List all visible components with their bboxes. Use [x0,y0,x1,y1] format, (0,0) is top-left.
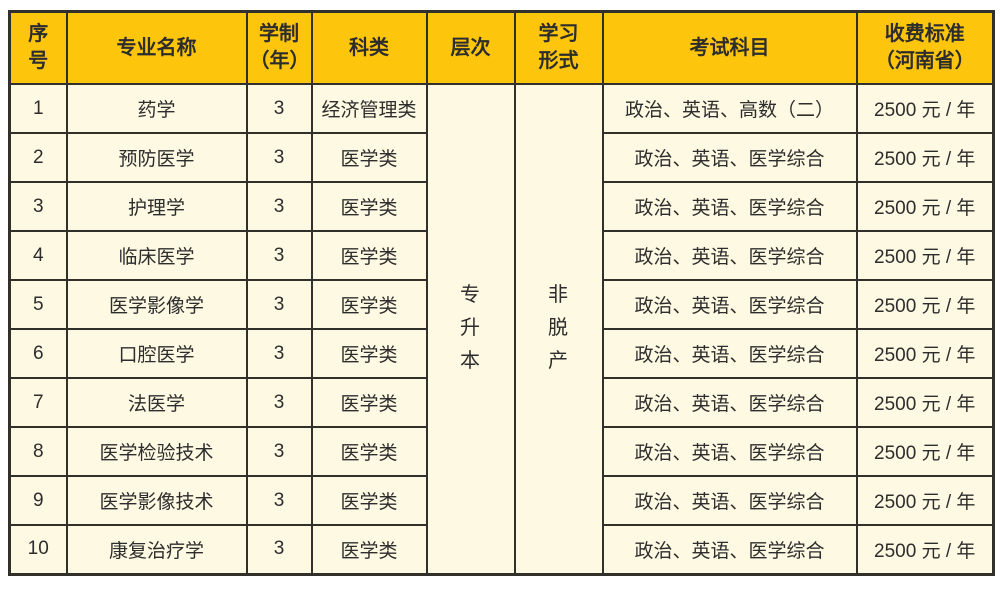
cell-exam-subjects: 政治、英语、医学综合 [601,132,858,183]
cell-category: 经济管理类 [310,83,428,134]
cell-index: 4 [8,230,68,281]
cell-index: 10 [8,524,68,575]
col-header-years: 学制 （年） [245,10,313,85]
cell-index: 6 [8,328,68,379]
col-header-study-form: 学习 形式 [513,10,604,85]
cell-exam-subjects: 政治、英语、高数（二） [601,83,858,134]
cell-major: 医学检验技术 [65,426,248,477]
cell-fee: 2500 元 / 年 [855,426,995,477]
cell-major: 医学影像学 [65,279,248,330]
cell-years: 3 [245,279,313,330]
cell-category: 医学类 [310,132,428,183]
cell-years: 3 [245,181,313,232]
cell-index: 8 [8,426,68,477]
cell-years: 3 [245,475,313,526]
cell-index: 5 [8,279,68,330]
cell-exam-subjects: 政治、英语、医学综合 [601,377,858,428]
cell-major: 医学影像技术 [65,475,248,526]
table-row: 1 药学 3 经济管理类 专 升 本 非 脱 产 政治、英语、高数（二） 250… [8,83,995,575]
cell-major: 口腔医学 [65,328,248,379]
cell-major: 临床医学 [65,230,248,281]
cell-fee: 2500 元 / 年 [855,181,995,232]
col-header-category: 科类 [310,10,428,85]
cell-index: 2 [8,132,68,183]
cell-major: 法医学 [65,377,248,428]
cell-major: 康复治疗学 [65,524,248,575]
program-table: 序 号 专业名称 学制 （年） 科类 层次 学习 形式 考试科目 收费标准 （河… [8,10,995,576]
cell-exam-subjects: 政治、英语、医学综合 [601,181,858,232]
cell-major: 护理学 [65,181,248,232]
col-header-level: 层次 [425,10,516,85]
cell-fee: 2500 元 / 年 [855,279,995,330]
cell-fee: 2500 元 / 年 [855,132,995,183]
table-row: 5 医学影像学 3 医学类 政治、英语、医学综合 2500 元 / 年 [8,279,995,330]
cell-category: 医学类 [310,230,428,281]
cell-index: 1 [8,83,68,134]
cell-years: 3 [245,426,313,477]
cell-exam-subjects: 政治、英语、医学综合 [601,279,858,330]
cell-fee: 2500 元 / 年 [855,83,995,134]
cell-years: 3 [245,230,313,281]
cell-index: 7 [8,377,68,428]
table-row: 9 医学影像技术 3 医学类 政治、英语、医学综合 2500 元 / 年 [8,475,995,526]
cell-years: 3 [245,377,313,428]
cell-exam-subjects: 政治、英语、医学综合 [601,524,858,575]
cell-major: 预防医学 [65,132,248,183]
cell-index: 9 [8,475,68,526]
cell-fee: 2500 元 / 年 [855,230,995,281]
table-row: 6 口腔医学 3 医学类 政治、英语、医学综合 2500 元 / 年 [8,328,995,379]
table-row: 3 护理学 3 医学类 政治、英语、医学综合 2500 元 / 年 [8,181,995,232]
cell-category: 医学类 [310,475,428,526]
cell-years: 3 [245,132,313,183]
cell-exam-subjects: 政治、英语、医学综合 [601,426,858,477]
cell-fee: 2500 元 / 年 [855,328,995,379]
cell-years: 3 [245,83,313,134]
col-header-fee: 收费标准 （河南省） [855,10,995,85]
cell-fee: 2500 元 / 年 [855,377,995,428]
cell-category: 医学类 [310,181,428,232]
cell-category: 医学类 [310,328,428,379]
cell-fee: 2500 元 / 年 [855,524,995,575]
table-row: 4 临床医学 3 医学类 政治、英语、医学综合 2500 元 / 年 [8,230,995,281]
cell-category: 医学类 [310,377,428,428]
cell-category: 医学类 [310,279,428,330]
cell-exam-subjects: 政治、英语、医学综合 [601,475,858,526]
table-row: 2 预防医学 3 医学类 政治、英语、医学综合 2500 元 / 年 [8,132,995,183]
cell-major: 药学 [65,83,248,134]
cell-index: 3 [8,181,68,232]
cell-exam-subjects: 政治、英语、医学综合 [601,328,858,379]
col-header-exam-subjects: 考试科目 [601,10,858,85]
col-header-major: 专业名称 [65,10,248,85]
cell-category: 医学类 [310,524,428,575]
table-row: 7 法医学 3 医学类 政治、英语、医学综合 2500 元 / 年 [8,377,995,428]
cell-years: 3 [245,524,313,575]
cell-exam-subjects: 政治、英语、医学综合 [601,230,858,281]
table-row: 8 医学检验技术 3 医学类 政治、英语、医学综合 2500 元 / 年 [8,426,995,477]
cell-study-form-merged: 非 脱 产 [513,83,604,575]
cell-category: 医学类 [310,426,428,477]
header-row: 序 号 专业名称 学制 （年） 科类 层次 学习 形式 考试科目 收费标准 （河… [8,10,995,85]
cell-level-merged: 专 升 本 [425,83,516,575]
col-header-index: 序 号 [8,10,68,85]
table-row: 10 康复治疗学 3 医学类 政治、英语、医学综合 2500 元 / 年 [8,524,995,575]
cell-fee: 2500 元 / 年 [855,475,995,526]
cell-years: 3 [245,328,313,379]
